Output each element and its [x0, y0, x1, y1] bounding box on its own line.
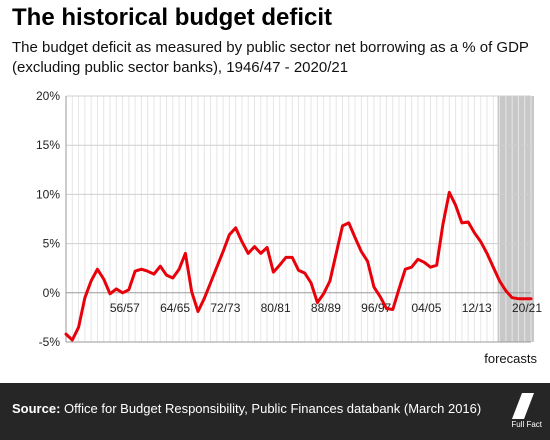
y-tick-label: 10% [36, 187, 60, 201]
x-tick-label: 12/13 [462, 301, 492, 315]
deficit-line-chart: -5% 0% 5% 10% 15% 20% 56/57 64/65 72/73 80/81 88/8… [36, 89, 542, 366]
forecast-region [497, 96, 534, 342]
y-tick-label: 5% [43, 237, 61, 251]
x-tick-label: 72/73 [210, 301, 240, 315]
y-tick-label: -5% [39, 335, 61, 349]
x-tick-label: 88/89 [311, 301, 341, 315]
y-tick-label: 15% [36, 138, 60, 152]
x-tick-label: 56/57 [110, 301, 140, 315]
x-tick-label: 04/05 [411, 301, 441, 315]
logo-text: Full Fact [511, 420, 542, 429]
chart-title: The historical budget deficit [12, 4, 333, 31]
y-tick-label: 0% [43, 286, 61, 300]
source-label: Source: [12, 401, 61, 416]
x-tick-label: 20/21 [512, 301, 542, 315]
x-tick-label: 64/65 [160, 301, 190, 315]
footer-bar: Source: Office for Budget Responsibility… [0, 383, 550, 440]
full-fact-logo [512, 393, 534, 419]
x-tick-label: 80/81 [261, 301, 291, 315]
source-note: Source: Office for Budget Responsibility… [12, 401, 481, 416]
forecast-label: forecasts [484, 351, 537, 366]
source-text: Office for Budget Responsibility, Public… [64, 401, 482, 416]
deficit-series-line [64, 190, 533, 342]
y-tick-label: 20% [36, 89, 60, 103]
chart-subtitle: The budget deficit as measured by public… [12, 39, 529, 76]
